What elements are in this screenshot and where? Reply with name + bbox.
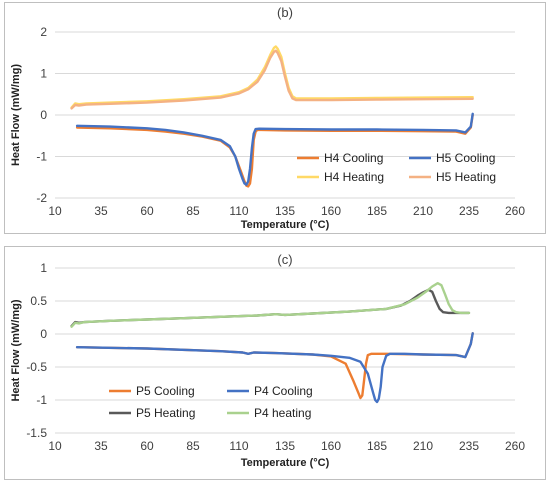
- series-line-p4-heating: [70, 282, 471, 328]
- x-tick-label: 135: [275, 439, 295, 453]
- series-line-h4-cooling: [75, 113, 474, 188]
- x-tick-label: 35: [94, 439, 108, 453]
- y-tick-label: -2: [36, 191, 47, 205]
- legend-label: P5 Heating: [136, 406, 195, 420]
- x-tick-label: 235: [459, 439, 479, 453]
- x-tick-label: 10: [48, 204, 62, 218]
- x-tick-label: 260: [505, 204, 525, 218]
- y-tick-label: 1: [40, 261, 47, 275]
- y-tick-label: -1: [36, 393, 47, 407]
- x-tick-label: 10: [48, 439, 62, 453]
- x-tick-label: 110: [229, 439, 248, 453]
- series-line-h5-heating: [70, 49, 474, 110]
- series-line-p4-cooling: [75, 332, 474, 404]
- chart-panel-c: (c) -1.5 -1 -0.5 0 0.5 1 10 35 60 85 110 135 160 185 21…: [4, 246, 546, 480]
- x-tick-label: 35: [94, 204, 108, 218]
- y-axis-title: Heat Flow (mW/mg): [10, 64, 22, 166]
- legend-label: P5 Cooling: [136, 384, 195, 398]
- chart-panel-b: (b) -2 -1 0 1 2 10 35 60 85 110 135 160 185 210 235 260 T…: [4, 2, 546, 234]
- y-tick-label: -0.5: [26, 360, 47, 374]
- x-tick-label: 160: [321, 204, 341, 218]
- x-tick-label: 260: [505, 439, 525, 453]
- legend-label: H4 Cooling: [324, 151, 383, 165]
- x-tick-label: 185: [367, 439, 387, 453]
- x-tick-label: 185: [367, 204, 387, 218]
- y-tick-label: 2: [40, 25, 47, 39]
- y-tick-label: 0.5: [30, 294, 47, 308]
- x-tick-label: 60: [140, 204, 154, 218]
- y-tick-label: -1: [36, 150, 47, 164]
- legend-label: P4 heating: [254, 406, 311, 420]
- chart-title: (c): [277, 252, 292, 267]
- x-axis-title: Temperature (°C): [241, 457, 330, 469]
- y-tick-label: 0: [40, 108, 47, 122]
- x-tick-label: 210: [413, 439, 433, 453]
- legend-label: H5 Heating: [436, 170, 496, 184]
- x-tick-label: 210: [413, 204, 433, 218]
- y-tick-label: 0: [40, 327, 47, 341]
- legend-label: H4 Heating: [324, 170, 384, 184]
- x-tick-label: 110: [229, 204, 248, 218]
- series-line-h4-heating: [70, 45, 474, 109]
- x-tick-label: 160: [321, 439, 341, 453]
- y-tick-label: 1: [40, 67, 47, 81]
- x-tick-label: 85: [186, 439, 200, 453]
- chart-title: (b): [277, 5, 293, 20]
- x-tick-label: 235: [459, 204, 479, 218]
- legend-label: P4 Cooling: [254, 384, 313, 398]
- y-axis-title: Heat Flow (mW/mg): [10, 299, 22, 401]
- legend-label: H5 Cooling: [436, 151, 495, 165]
- y-tick-label: -1.5: [26, 426, 47, 440]
- series-line-h5-cooling: [75, 112, 474, 186]
- x-axis-title: Temperature (°C): [241, 219, 330, 231]
- x-tick-label: 85: [186, 204, 200, 218]
- x-tick-label: 60: [140, 439, 154, 453]
- x-tick-label: 135: [275, 204, 295, 218]
